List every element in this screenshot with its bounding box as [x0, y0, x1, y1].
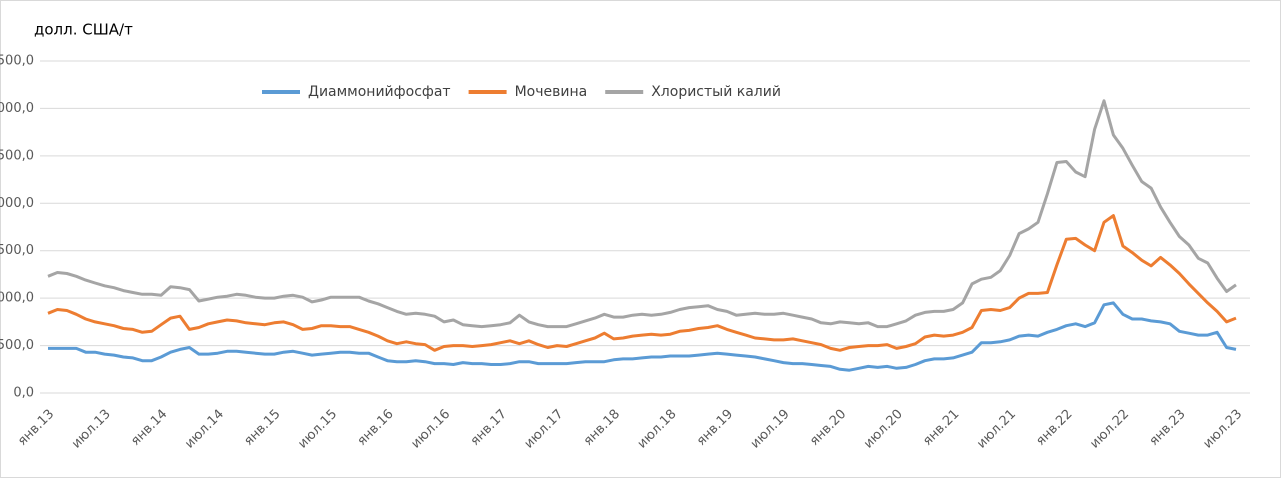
y-tick-label: 1000,0: [0, 291, 34, 306]
legend-label: Хлористый калий: [651, 84, 781, 100]
y-tick-label: 2000,0: [0, 196, 34, 211]
y-tick-label: 500,0: [0, 338, 34, 353]
y-axis-title: долл. США/т: [34, 21, 133, 39]
legend-label: Мочевина: [515, 84, 588, 100]
y-tick-label: 0,0: [13, 386, 34, 401]
y-tick-label: 1500,0: [0, 243, 34, 258]
line-series: [47, 99, 1237, 329]
legend-label: Диаммонийфосфат: [308, 84, 451, 100]
line-series: [48, 301, 1237, 372]
y-tick-label: 3000,0: [0, 101, 34, 116]
y-tick-label: 2500,0: [0, 148, 34, 163]
y-tick-label: 3500,0: [0, 54, 34, 69]
line-series: [47, 214, 1237, 352]
